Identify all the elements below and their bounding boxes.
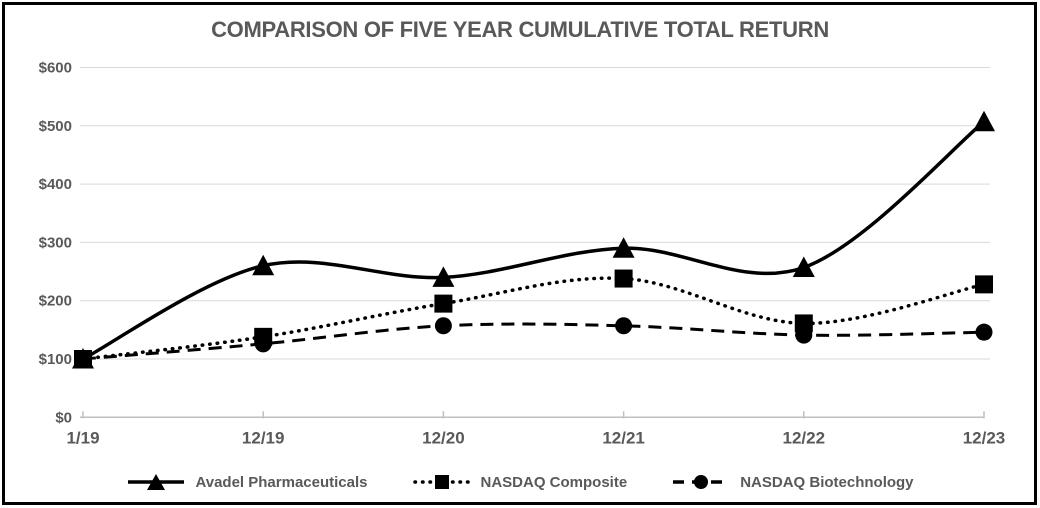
legend-item-avadel: Avadel Pharmaceuticals	[126, 472, 368, 492]
y-axis-tick-label: $600	[39, 60, 72, 77]
x-axis-tick-label: 12/20	[422, 428, 465, 447]
x-axis-tick-label: 12/19	[242, 428, 285, 447]
y-axis-tick-label: $400	[39, 176, 72, 193]
marker-square	[975, 275, 993, 294]
series-line-dashed	[82, 322, 985, 361]
series-line-solid	[81, 119, 986, 361]
legend-label-nasdaq-composite: NASDAQ Composite	[480, 473, 628, 491]
marker-circle	[254, 335, 272, 353]
marker-square	[614, 269, 633, 288]
x-axis-tick-label: 12/22	[783, 428, 826, 447]
marker-square	[434, 294, 453, 313]
dashed-line-circle-marker-icon	[673, 475, 730, 489]
chart-legend: Avadel Pharmaceuticals NASDAQ Composite …	[0, 472, 1040, 492]
series-line-dotted	[81, 276, 986, 361]
y-axis-tick-label: $0	[55, 409, 72, 426]
x-axis-tick-label: 12/23	[963, 428, 1006, 447]
y-axis-tick-label: $300	[39, 234, 72, 251]
marker-triangle	[612, 237, 635, 258]
marker-circle	[795, 326, 813, 344]
marker-triangle	[432, 266, 455, 287]
chart-title: COMPARISON OF FIVE YEAR CUMULATIVE TOTAL…	[211, 17, 829, 42]
marker-triangle	[973, 110, 995, 132]
legend-label-nasdaq-biotechnology: NASDAQ Biotechnology	[740, 473, 914, 491]
marker-circle	[615, 317, 633, 335]
legend-item-nasdaq-composite: NASDAQ Composite	[412, 472, 628, 492]
marker-circle	[975, 323, 993, 341]
legend-label-avadel: Avadel Pharmaceuticals	[195, 473, 368, 491]
dotted-line-square-marker-icon	[412, 475, 471, 489]
marker-circle	[74, 350, 92, 368]
x-axis-tick-label: 12/21	[602, 428, 645, 447]
marker-triangle	[792, 256, 815, 277]
y-axis-tick-label: $200	[39, 293, 72, 310]
solid-line-triangle-marker-icon	[128, 474, 185, 490]
x-axis-tick-label: 1/19	[66, 428, 99, 447]
y-axis-tick-label: $500	[39, 118, 72, 135]
marker-triangle	[252, 254, 275, 276]
y-axis-tick-label: $100	[39, 351, 72, 368]
marker-circle	[434, 317, 452, 335]
legend-item-nasdaq-biotechnology: NASDAQ Biotechnology	[671, 472, 914, 492]
